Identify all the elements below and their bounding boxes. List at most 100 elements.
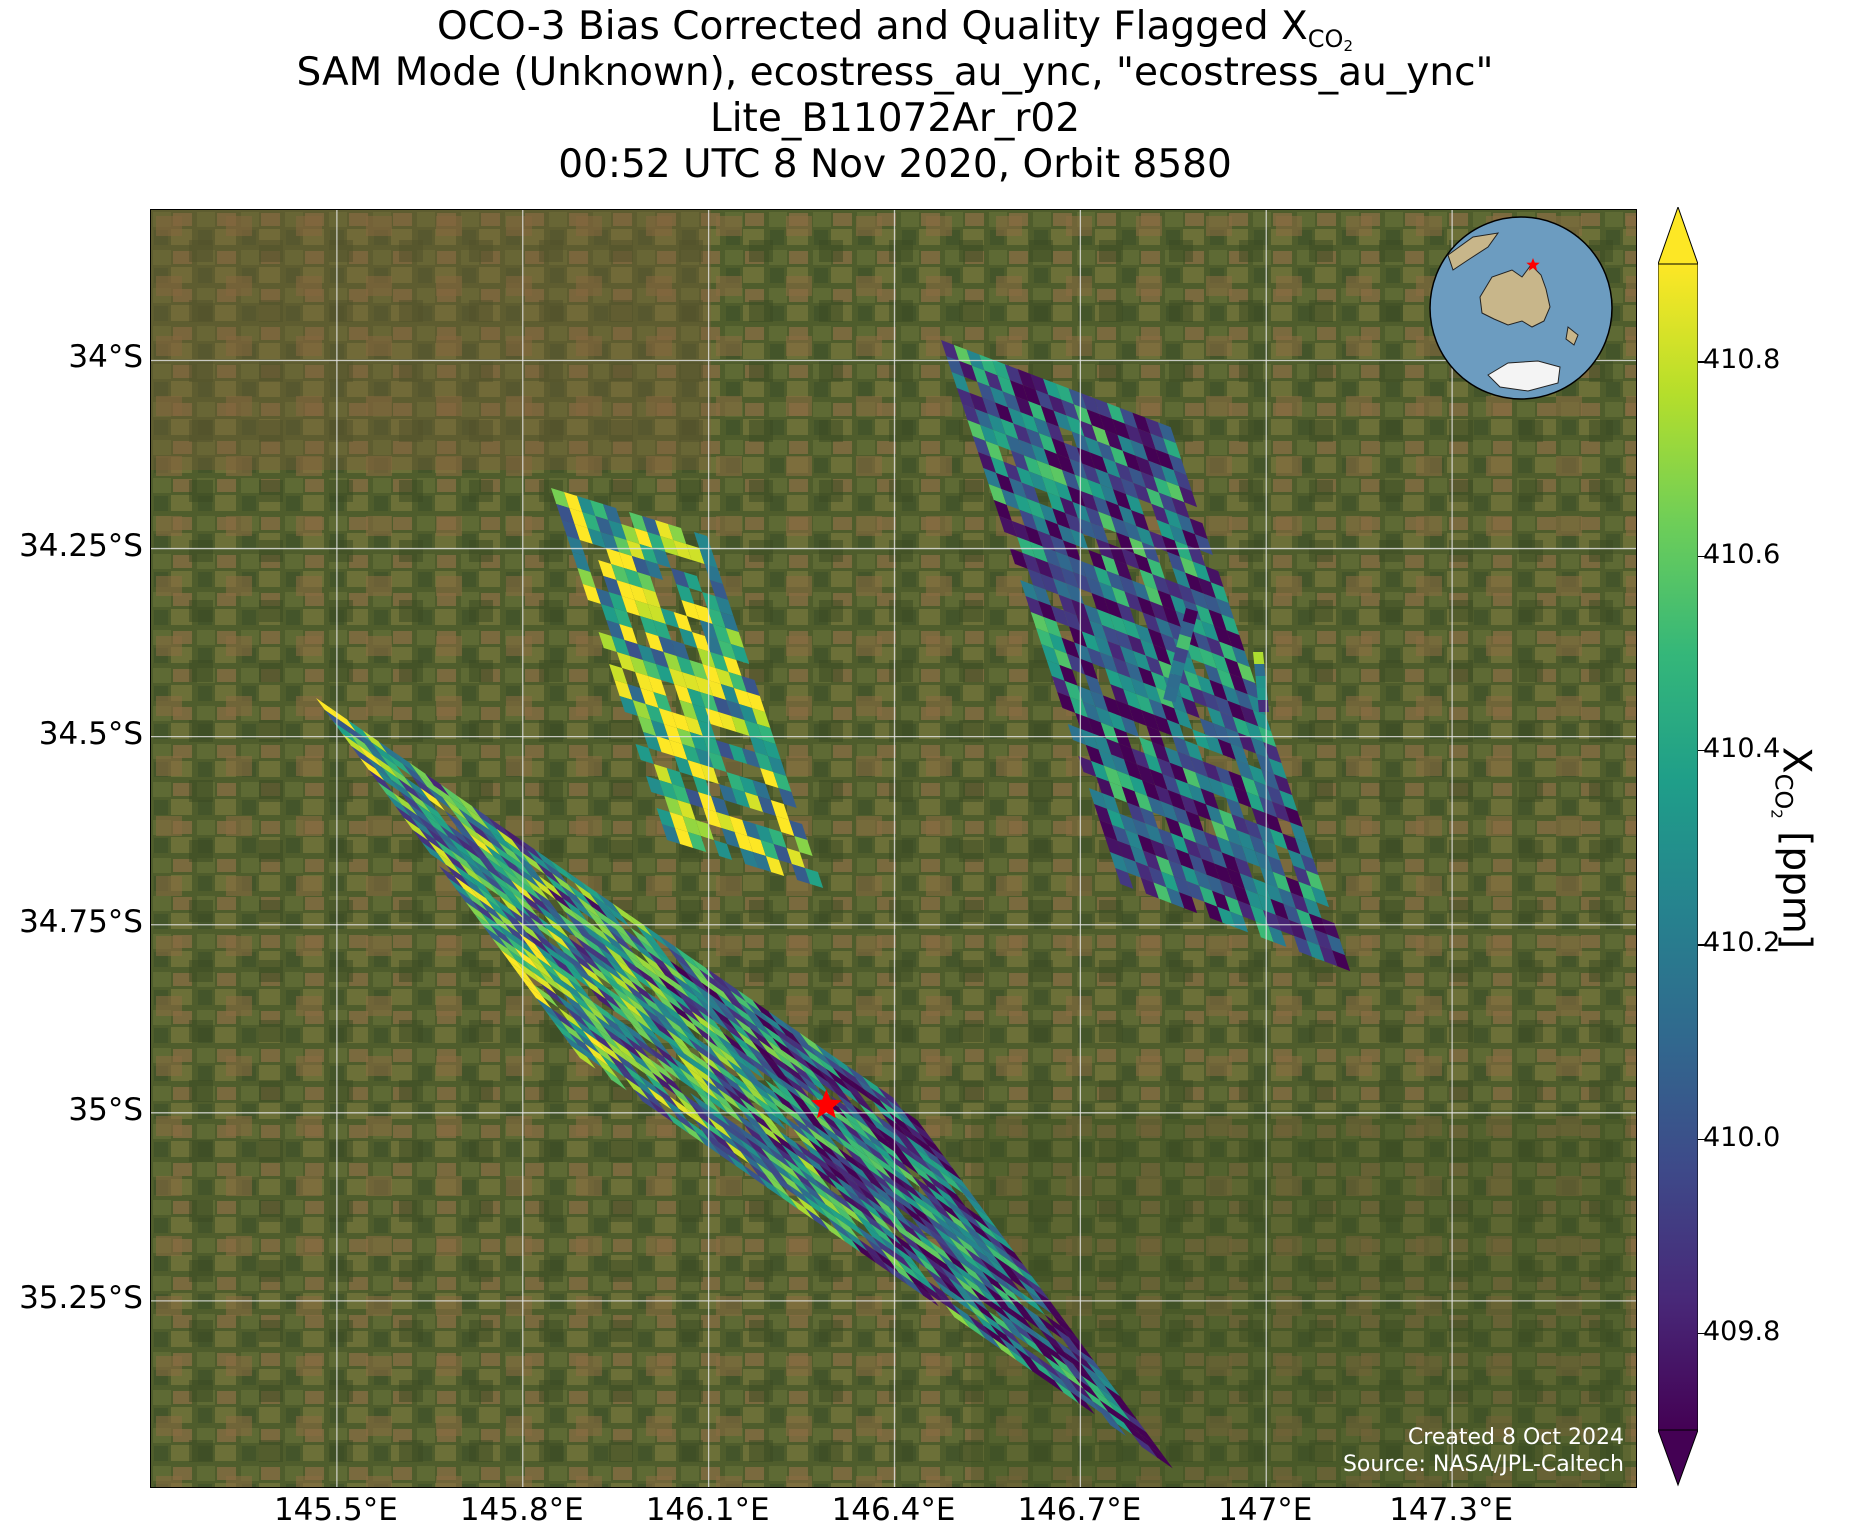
sounding-footprint [814, 1179, 840, 1202]
sounding-footprint [434, 785, 459, 809]
sounding-footprint [609, 664, 628, 684]
sounding-footprint [1051, 1313, 1076, 1337]
sounding-footprint [838, 1148, 863, 1171]
sounding-footprint [1250, 905, 1269, 927]
sounding-footprint [408, 803, 434, 827]
sounding-footprint [524, 878, 550, 901]
lon-tick-label: 147°E [1218, 1492, 1313, 1528]
sounding-footprint [1074, 642, 1093, 664]
sounding-footprint [884, 1180, 910, 1204]
sounding-footprint [1062, 469, 1081, 491]
sounding-footprint [677, 800, 696, 820]
sounding-footprint [789, 820, 808, 840]
sounding-footprint [624, 1077, 650, 1100]
sounding-footprint [1132, 650, 1151, 672]
sounding-footprint [1042, 1342, 1067, 1366]
sounding-footprint [805, 1208, 830, 1231]
sounding-footprint [655, 1004, 680, 1027]
sounding-footprint [767, 756, 787, 776]
sounding-footprint [870, 1088, 896, 1111]
sounding-footprint [1202, 761, 1221, 783]
sounding-footprint [698, 792, 717, 812]
sounding-footprint [815, 1043, 840, 1067]
sounding-footprint [1187, 545, 1206, 567]
sounding-footprint [1018, 439, 1037, 461]
sounding-footprint [562, 898, 588, 922]
sounding-footprint [620, 956, 645, 979]
sounding-footprint [551, 914, 576, 937]
sounding-footprint [934, 1185, 959, 1208]
sounding-footprint [387, 753, 412, 776]
sounding-footprint [1184, 740, 1203, 762]
sounding-footprint [1201, 620, 1220, 642]
sounding-footprint [1149, 769, 1168, 790]
sounding-footprint [748, 1109, 773, 1133]
sounding-footprint [730, 1126, 755, 1150]
sounding-footprint [483, 926, 508, 949]
sounding-footprint [758, 1040, 784, 1063]
sounding-footprint [676, 656, 695, 676]
sounding-footprint [1203, 593, 1222, 615]
sounding-footprint [912, 1134, 938, 1158]
sounding-footprint [743, 1029, 768, 1052]
sounding-footprint [1002, 1268, 1028, 1291]
sounding-footprint [605, 1040, 630, 1063]
sounding-footprint [1040, 405, 1059, 427]
sounding-footprint [1054, 648, 1073, 670]
sounding-footprint [778, 788, 797, 808]
sounding-footprint [1040, 1329, 1065, 1352]
sounding-footprint [848, 1173, 874, 1196]
sounding-footprint [631, 1076, 656, 1099]
sounding-footprint [754, 1054, 779, 1078]
sounding-footprint [834, 1080, 860, 1104]
sounding-footprint [518, 974, 543, 997]
sounding-footprint [1078, 756, 1097, 777]
sounding-footprint [799, 1168, 824, 1192]
sounding-footprint [1122, 450, 1141, 472]
sounding-footprint [654, 1044, 680, 1068]
sounding-footprint [988, 1311, 1013, 1334]
sounding-footprint [1176, 513, 1195, 535]
sounding-footprint [474, 819, 499, 842]
sounding-footprint [1189, 518, 1208, 540]
sounding-footprint [596, 1028, 621, 1051]
sounding-footprint [731, 1044, 756, 1068]
sounding-footprint [488, 911, 513, 935]
sounding-footprint [1157, 422, 1176, 444]
sounding-footprint [770, 1024, 795, 1048]
sounding-footprint [1119, 575, 1138, 597]
sounding-footprint [1092, 495, 1111, 517]
target-marker [811, 1089, 842, 1119]
sounding-footprint [562, 1034, 587, 1057]
sounding-footprint [1102, 695, 1121, 717]
sounding-footprint [1077, 1390, 1102, 1414]
sounding-footprint [1127, 634, 1146, 656]
sounding-footprint [1201, 858, 1220, 880]
sounding-footprint [555, 940, 580, 964]
sounding-footprint [567, 1019, 592, 1043]
sounding-footprint [633, 1089, 658, 1112]
sounding-footprint [840, 1161, 865, 1184]
sounding-footprint [1015, 1306, 1040, 1330]
sounding-footprint [616, 929, 641, 953]
sounding-footprint [580, 1017, 606, 1040]
sounding-footprint [1098, 511, 1117, 533]
sounding-footprint [1007, 407, 1026, 429]
sounding-footprint [624, 640, 643, 660]
sounding-footprint [1038, 600, 1057, 622]
sounding-footprint [1146, 558, 1165, 579]
sounding-footprint [745, 1137, 770, 1160]
sounding-footprint [761, 1148, 786, 1171]
sounding-footprint [1227, 700, 1246, 722]
sounding-footprint [455, 836, 480, 859]
sounding-footprint [1144, 753, 1163, 774]
sounding-footprint [760, 1094, 785, 1117]
sounding-footprint [1169, 524, 1188, 546]
sounding-footprint [803, 1194, 828, 1218]
sounding-footprint [714, 980, 740, 1003]
sounding-footprint [1108, 711, 1127, 733]
sounding-footprint [703, 1090, 728, 1114]
sounding-footprint [709, 580, 729, 600]
sounding-footprint [598, 560, 617, 580]
sounding-footprint [939, 1265, 964, 1289]
